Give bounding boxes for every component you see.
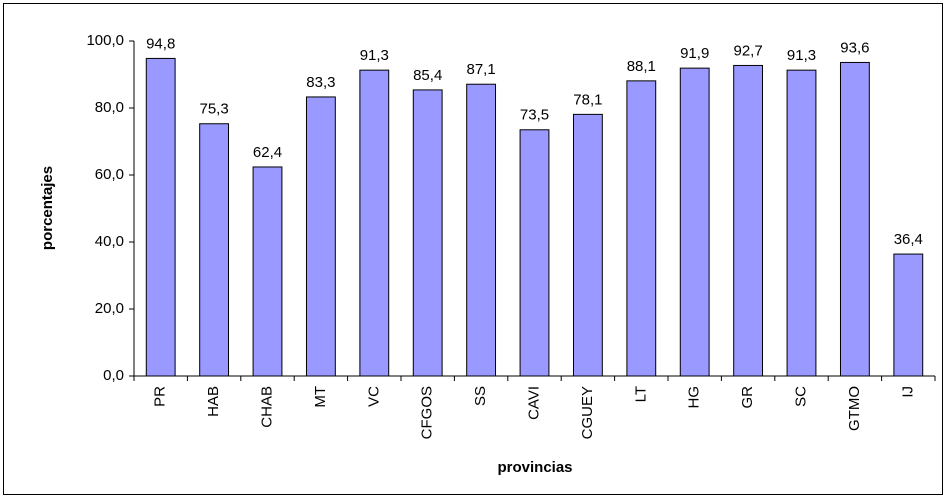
x-axis-title: provincias (497, 459, 572, 476)
y-axis-title: porcentajes (39, 166, 56, 250)
bar (199, 123, 230, 377)
x-tick-label: HG (686, 386, 703, 409)
x-tick-label: CFGOS (419, 386, 436, 439)
bar (786, 69, 817, 377)
value-label: 75,3 (199, 101, 228, 118)
bar (466, 83, 497, 377)
y-tick-label: 0,0 (103, 367, 124, 384)
bar (893, 253, 924, 377)
value-label: 94,8 (146, 35, 175, 52)
x-tick-label: CHAB (258, 386, 275, 428)
x-tick-label: VC (365, 386, 382, 407)
value-label: 88,1 (627, 58, 656, 75)
bar (733, 64, 764, 377)
value-label: 83,3 (306, 74, 335, 91)
value-label: 87,1 (466, 61, 495, 78)
x-tick-label: GR (739, 386, 756, 409)
x-tick-label: GTMO (846, 386, 863, 431)
x-tick-label: HAB (205, 386, 222, 417)
value-label: 93,6 (840, 39, 869, 56)
value-label: 73,5 (520, 107, 549, 124)
x-tick-label: LT (632, 386, 649, 402)
bar (305, 96, 336, 377)
x-tick-label: PR (152, 386, 169, 407)
bar (412, 89, 443, 377)
x-tick-label: MT (312, 386, 329, 408)
y-tick-label: 80,0 (95, 99, 124, 116)
y-tick-label: 100,0 (86, 32, 124, 49)
value-label: 92,7 (733, 42, 762, 59)
x-tick-label: CGUEY (579, 386, 596, 439)
bar (626, 80, 657, 377)
value-label: 85,4 (413, 67, 442, 84)
value-label: 91,3 (360, 47, 389, 64)
bar (145, 57, 176, 377)
y-tick-label: 20,0 (95, 300, 124, 317)
bar (359, 69, 390, 377)
bar (252, 166, 283, 377)
y-tick-label: 40,0 (95, 233, 124, 250)
x-tick-label: SC (792, 386, 809, 407)
bar (572, 113, 603, 377)
value-label: 78,1 (573, 91, 602, 108)
value-label: 91,3 (787, 47, 816, 64)
y-tick-label: 60,0 (95, 166, 124, 183)
value-label: 62,4 (253, 144, 282, 161)
x-tick-label: CAVI (525, 386, 542, 420)
bar (839, 61, 870, 377)
bar (679, 67, 710, 377)
bar (519, 129, 550, 377)
value-label: 91,9 (680, 45, 709, 62)
value-label: 36,4 (894, 231, 923, 248)
x-tick-label: IJ (899, 386, 916, 398)
x-tick-label: SS (472, 386, 489, 406)
